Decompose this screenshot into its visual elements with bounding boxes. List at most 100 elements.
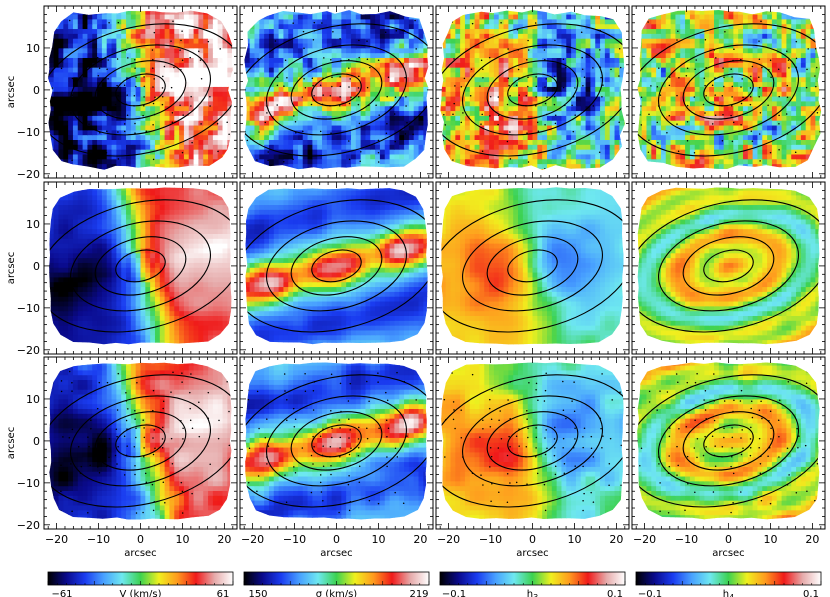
heatmap-cells [441, 362, 624, 519]
heatmap-cells [637, 10, 822, 169]
heatmap-cells [440, 10, 625, 170]
panel-row2-col3 [435, 181, 630, 355]
isophote-contours [441, 199, 624, 333]
isophote-contours [49, 199, 232, 333]
y-axis-title: arcsec [6, 76, 17, 108]
y-tick-label: −10 [17, 126, 40, 139]
bin-centers [50, 19, 230, 162]
ticks [632, 181, 825, 354]
heatmap-cells [49, 187, 232, 345]
y-tick-label: −20 [17, 168, 40, 181]
panels-grid [43, 5, 826, 530]
isophote-contours [48, 23, 233, 157]
isophote-contours [245, 374, 427, 508]
y-axis-title: arcsec [6, 252, 17, 284]
panel-row1-col4 [631, 5, 826, 179]
isophote-contours [637, 23, 822, 157]
y-tick-label: −20 [17, 519, 40, 532]
panel-row2-col2 [239, 181, 434, 355]
panel-row1-col3 [435, 5, 630, 179]
heatmap-cells [637, 362, 820, 520]
colorbar-title: V (km/s) [120, 589, 162, 597]
y-axis-title: arcsec [6, 427, 17, 459]
panel-row1-col1 [43, 5, 238, 179]
isophote-contours [49, 374, 232, 508]
heatmap-cells [48, 10, 233, 170]
colorbar-velocity: −61 61 V (km/s) [47, 571, 234, 597]
x-tick-label: −20 [633, 533, 656, 546]
ticks [240, 356, 433, 529]
x-tick-label: −10 [283, 533, 306, 546]
heatmap-cells [244, 10, 429, 170]
colorbar-min-label: −61 [51, 589, 72, 597]
x-tick-label: 0 [725, 533, 732, 546]
ticks [44, 181, 237, 354]
x-tick-label: 0 [137, 533, 144, 546]
isophote-contours [441, 374, 624, 508]
x-tick-label: 20 [413, 533, 427, 546]
x-tick-label: 10 [175, 533, 189, 546]
colorbar-dispersion: 150 219 σ (km/s) [243, 571, 430, 597]
y-tick-label: 10 [26, 218, 40, 231]
y-tick-label: 0 [33, 435, 40, 448]
panel-row1-col2 [239, 5, 434, 179]
x-axis-title: arcsec [124, 548, 156, 559]
isophote-contours [440, 23, 625, 157]
x-tick-label: −10 [479, 533, 502, 546]
colorbar-max-label: 219 [409, 589, 428, 597]
x-tick-label: 20 [609, 533, 623, 546]
y-tick-label: −10 [17, 477, 40, 490]
panel-row2-col1 [43, 181, 238, 355]
x-tick-label: 0 [529, 533, 536, 546]
ticks [44, 356, 237, 529]
colorbar-h4: −0.1 0.1 h4 [635, 571, 822, 597]
heatmap-cells [245, 188, 428, 345]
colorbar-title: h4 [723, 589, 734, 597]
bin-centers [247, 371, 424, 520]
colorbar-title: σ (km/s) [316, 589, 358, 597]
colorbar-min-label: 150 [248, 589, 267, 597]
x-tick-label: −20 [241, 533, 264, 546]
y-tick-label: 10 [26, 42, 40, 55]
x-tick-label: 10 [763, 533, 777, 546]
heatmap-cells [245, 362, 427, 520]
colorbar-max-label: 0.1 [803, 589, 819, 597]
colorbar-h3: −0.1 0.1 h3 [439, 571, 626, 597]
x-tick-label: 20 [805, 533, 819, 546]
x-tick-label: 10 [567, 533, 581, 546]
y-tick-label: 0 [33, 260, 40, 273]
x-tick-label: 0 [333, 533, 340, 546]
y-tick-label: −10 [17, 302, 40, 315]
colorbar-max-label: 0.1 [607, 589, 623, 597]
ticks [632, 5, 825, 178]
isophote-contours [244, 23, 429, 157]
panel-row3-col1 [43, 356, 238, 530]
x-axis-title: arcsec [712, 548, 744, 559]
colorbar-max-label: 61 [217, 589, 230, 597]
heatmap-cells [49, 362, 232, 520]
ticks [436, 5, 629, 178]
isophote-contours [637, 374, 820, 508]
ticks [632, 356, 825, 529]
panel-row3-col2 [239, 356, 434, 530]
y-tick-label: 10 [26, 393, 40, 406]
ticks [436, 356, 629, 529]
panel-row3-col3 [435, 356, 630, 530]
ticks [240, 5, 433, 178]
x-tick-label: 20 [217, 533, 231, 546]
ticks [436, 181, 629, 354]
x-axis-title: arcsec [516, 548, 548, 559]
x-tick-label: −20 [45, 533, 68, 546]
ticks [240, 181, 433, 354]
isophote-contours [637, 199, 820, 333]
isophote-contours [245, 199, 428, 333]
x-tick-label: −20 [437, 533, 460, 546]
colorbar-title: h3 [527, 589, 538, 597]
heatmap-cells [441, 187, 624, 345]
x-tick-label: −10 [87, 533, 110, 546]
panel-row3-col4 [631, 356, 826, 530]
y-tick-label: 0 [33, 84, 40, 97]
bin-centers [639, 370, 819, 520]
x-tick-label: 10 [371, 533, 385, 546]
